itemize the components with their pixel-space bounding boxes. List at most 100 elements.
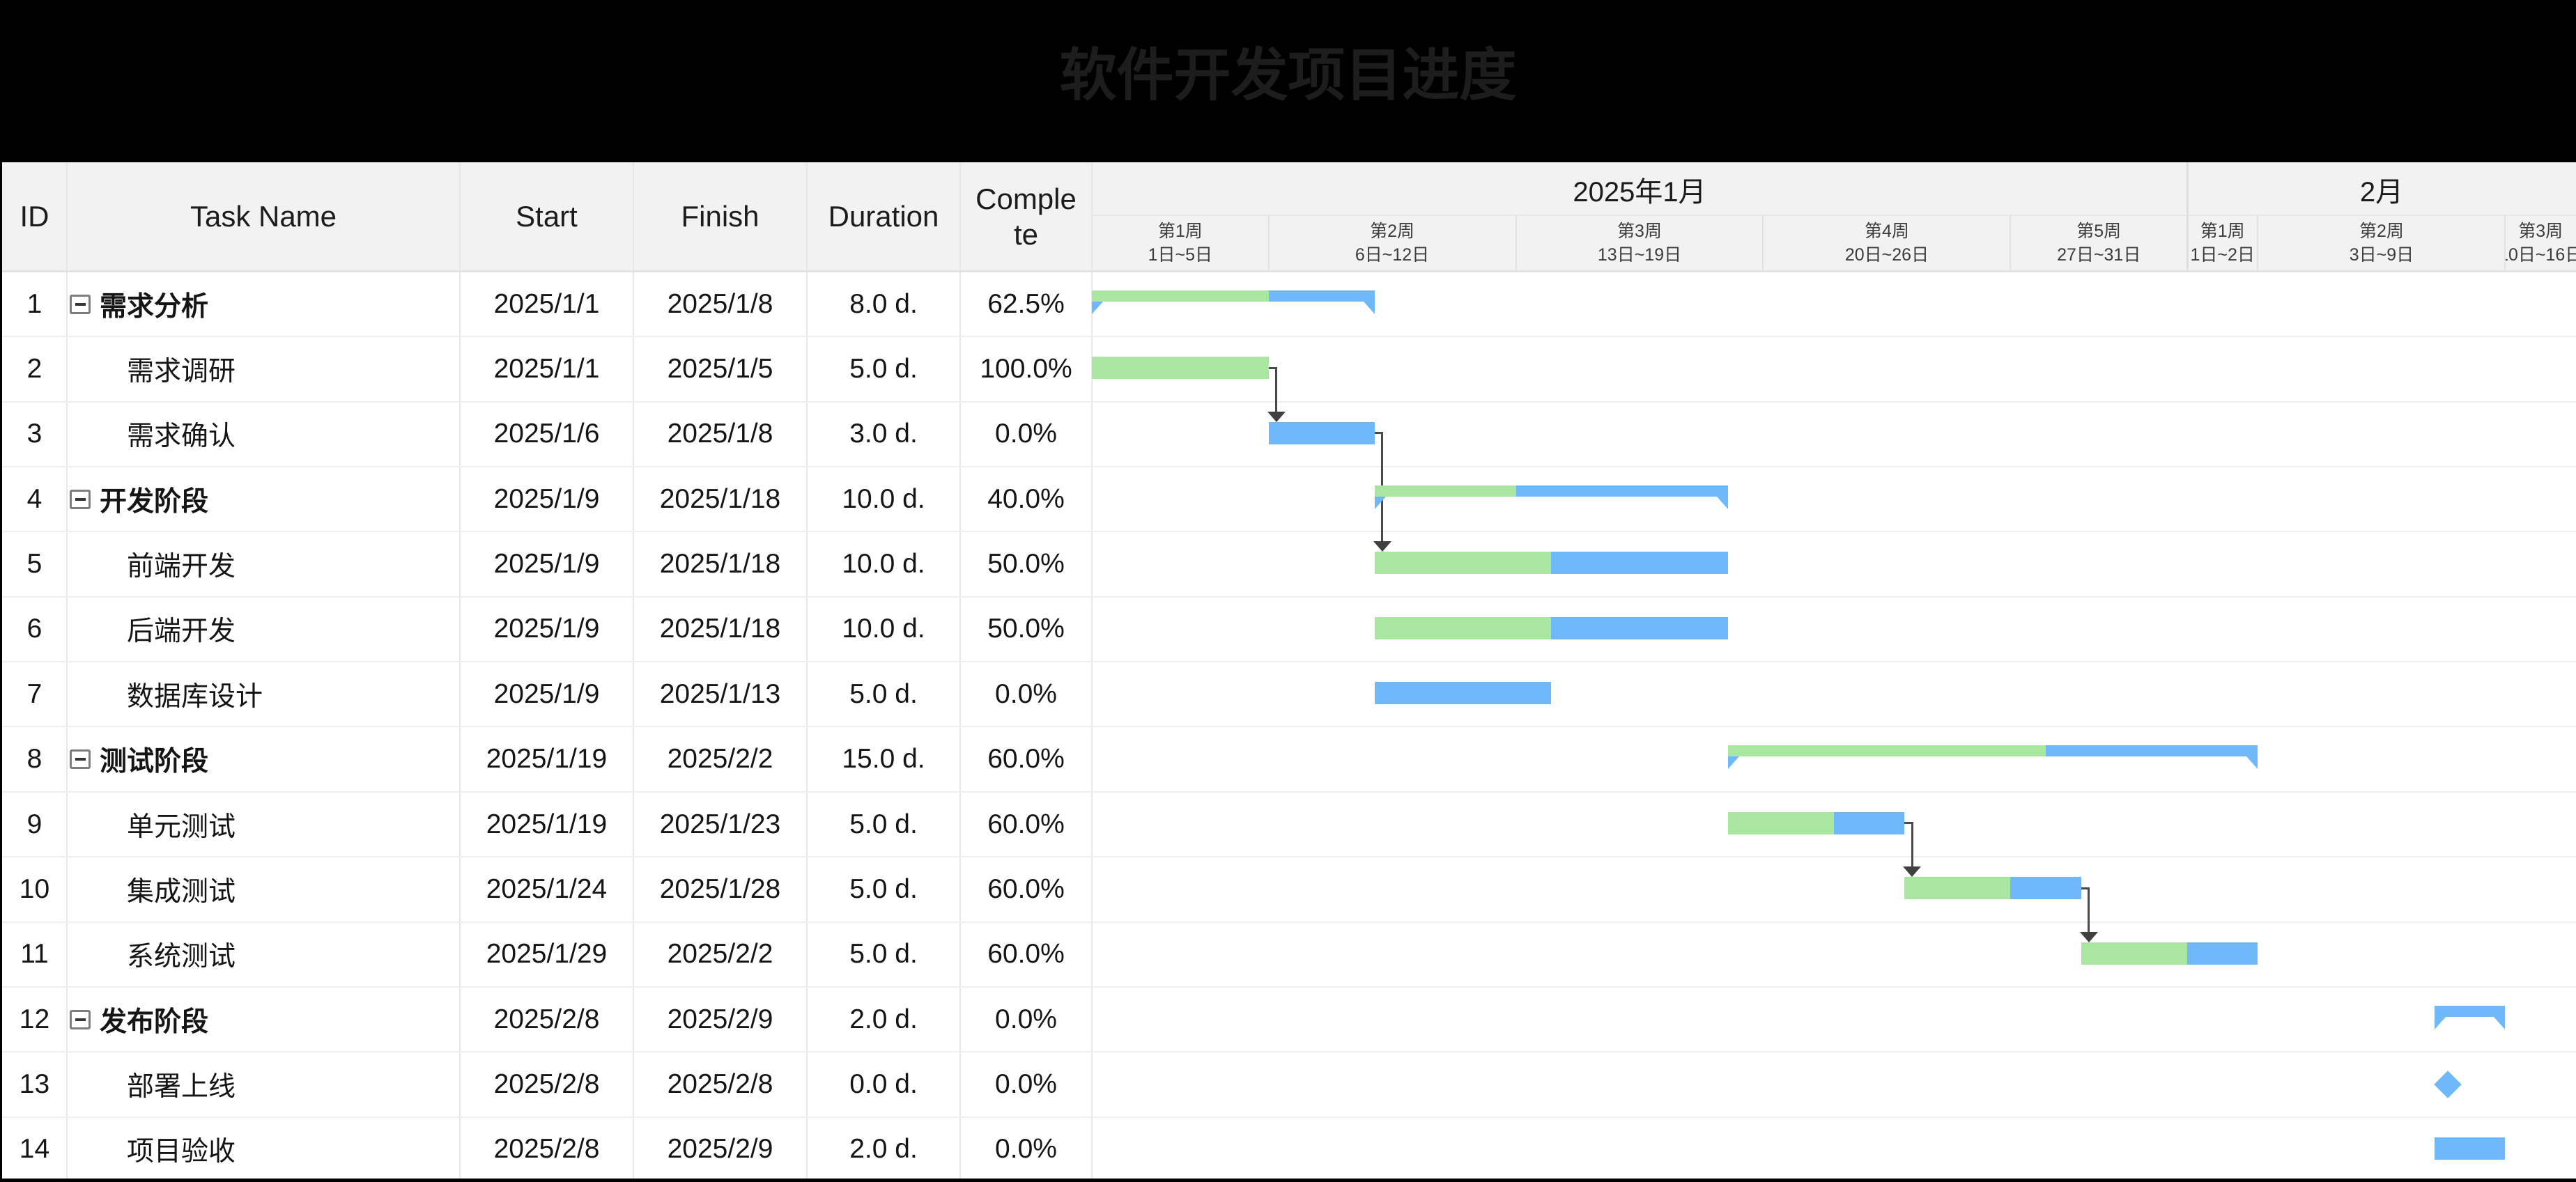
- task-duration: 8.0 d.: [849, 288, 918, 319]
- timeline-month-2: 2月: [2359, 176, 2404, 208]
- timeline-week-3: 第3周 13日~19日: [1516, 216, 1764, 272]
- summary-remaining: [1268, 290, 1375, 302]
- summary-bar[interactable]: [1727, 745, 2258, 757]
- task-bar[interactable]: [2434, 1137, 2506, 1160]
- task-bar[interactable]: [1268, 421, 1375, 444]
- row-divider-line: [2, 1116, 2576, 1118]
- task-start: 2025/1/9: [493, 549, 600, 580]
- task-duration: 10.0 d.: [842, 549, 925, 580]
- minus-glyph: [75, 1018, 86, 1021]
- week-label: 第2周: [2359, 221, 2404, 242]
- week-divider-line: [2257, 216, 2259, 272]
- minus-glyph: [75, 497, 86, 501]
- task-name-label: 系统测试: [127, 942, 236, 972]
- connector-arrowhead: [1267, 411, 1286, 422]
- connector-h-segment: [1268, 366, 1278, 369]
- week-range: 1日~5日: [1148, 245, 1212, 265]
- task-bar[interactable]: [1092, 357, 1269, 380]
- task-duration: 10.0 d.: [842, 614, 925, 644]
- connector-v-segment: [1911, 823, 1913, 868]
- task-start: 2025/1/19: [486, 744, 608, 775]
- task-name: 后端开发: [67, 597, 460, 662]
- task-bar[interactable]: [1374, 552, 1728, 575]
- collapse-icon[interactable]: [70, 294, 91, 314]
- task-bar[interactable]: [1374, 616, 1728, 639]
- timeline-week-5: 第5周 27日~31日: [2010, 216, 2187, 272]
- task-name: 需求确认: [67, 402, 460, 467]
- row-divider-line: [2, 531, 2576, 533]
- task-start: 2025/2/8: [493, 1004, 600, 1034]
- summary-right-hook: [1716, 497, 1728, 510]
- task-id: 13: [19, 1068, 50, 1099]
- task-name: 单元测试: [67, 792, 460, 857]
- minus-glyph: [75, 302, 86, 306]
- week-range: 3日~9日: [2349, 245, 2414, 265]
- week-label: 第3周: [2518, 221, 2563, 242]
- task-name: 部署上线: [67, 1052, 460, 1117]
- task-name-label: 集成测试: [127, 876, 236, 907]
- task-remaining: [1551, 616, 1728, 639]
- task-bar[interactable]: [1727, 811, 1905, 834]
- summary-remaining: [1515, 485, 1728, 497]
- task-finish: 2025/2/9: [667, 1004, 773, 1034]
- connector-h-segment: [1904, 822, 1913, 825]
- week-label: 第2周: [1370, 221, 1414, 242]
- connector-arrowhead: [1903, 866, 1922, 878]
- week-divider-line: [2010, 216, 2012, 272]
- month-week-split-line: [1092, 215, 2576, 216]
- column-header-label: ID: [20, 200, 49, 233]
- task-start: 2025/1/29: [486, 939, 608, 970]
- task-id: 6: [26, 614, 43, 644]
- task-start: 2025/1/9: [493, 614, 600, 644]
- task-start: 2025/2/8: [493, 1068, 600, 1099]
- task-bar[interactable]: [1904, 877, 2081, 900]
- task-start: 2025/1/6: [493, 419, 600, 449]
- task-name: 前端开发: [67, 531, 460, 596]
- summary-bar[interactable]: [2434, 1005, 2506, 1017]
- row-divider-line: [2, 1051, 2576, 1053]
- week-label: 第3周: [1617, 221, 1662, 242]
- column-header-finish: Finish: [633, 162, 807, 272]
- task-complete: 50.0%: [987, 614, 1065, 644]
- task-bar[interactable]: [2081, 942, 2258, 965]
- summary-right-hook: [1363, 302, 1375, 314]
- summary-bar[interactable]: [1374, 485, 1728, 497]
- timeline-week-8: 第3周 10日~16日: [2505, 216, 2576, 272]
- summary-bar[interactable]: [1092, 290, 1375, 302]
- task-finish: 2025/2/9: [667, 1134, 773, 1165]
- task-bar[interactable]: [1374, 682, 1552, 705]
- row-divider-line: [2, 921, 2576, 923]
- task-duration: 5.0 d.: [849, 939, 918, 970]
- summary-left-hook: [2434, 1016, 2446, 1029]
- task-duration: 5.0 d.: [849, 873, 918, 904]
- task-name: 开发阶段: [67, 467, 460, 531]
- task-id: 9: [26, 809, 43, 839]
- summary-remaining: [2434, 1005, 2506, 1017]
- week-range: 27日~31日: [2057, 245, 2141, 265]
- summary-right-hook: [2246, 756, 2258, 770]
- column-divider-line: [806, 162, 808, 1179]
- task-duration: 5.0 d.: [849, 809, 918, 839]
- summary-left-hook: [1727, 756, 1739, 770]
- task-complete: 60.0%: [987, 939, 1065, 970]
- summary-progress: [1092, 290, 1269, 302]
- task-finish: 2025/1/13: [659, 678, 781, 709]
- collapse-icon[interactable]: [70, 1009, 91, 1029]
- task-name: 需求调研: [67, 336, 460, 401]
- task-start: 2025/1/24: [486, 873, 608, 904]
- task-id: 3: [26, 419, 43, 449]
- task-complete: 40.0%: [987, 483, 1065, 514]
- column-divider-line: [1091, 162, 1093, 1179]
- task-remaining: [1374, 682, 1552, 705]
- task-start: 2025/1/1: [493, 354, 600, 384]
- collapse-icon[interactable]: [70, 749, 91, 770]
- task-name-label: 单元测试: [127, 811, 236, 842]
- task-complete: 0.0%: [995, 678, 1057, 709]
- task-id: 4: [26, 483, 43, 514]
- week-divider-line: [1762, 216, 1764, 272]
- task-progress: [1374, 552, 1552, 575]
- collapse-icon[interactable]: [70, 489, 91, 509]
- task-id: 2: [26, 354, 43, 384]
- summary-progress: [1374, 485, 1516, 497]
